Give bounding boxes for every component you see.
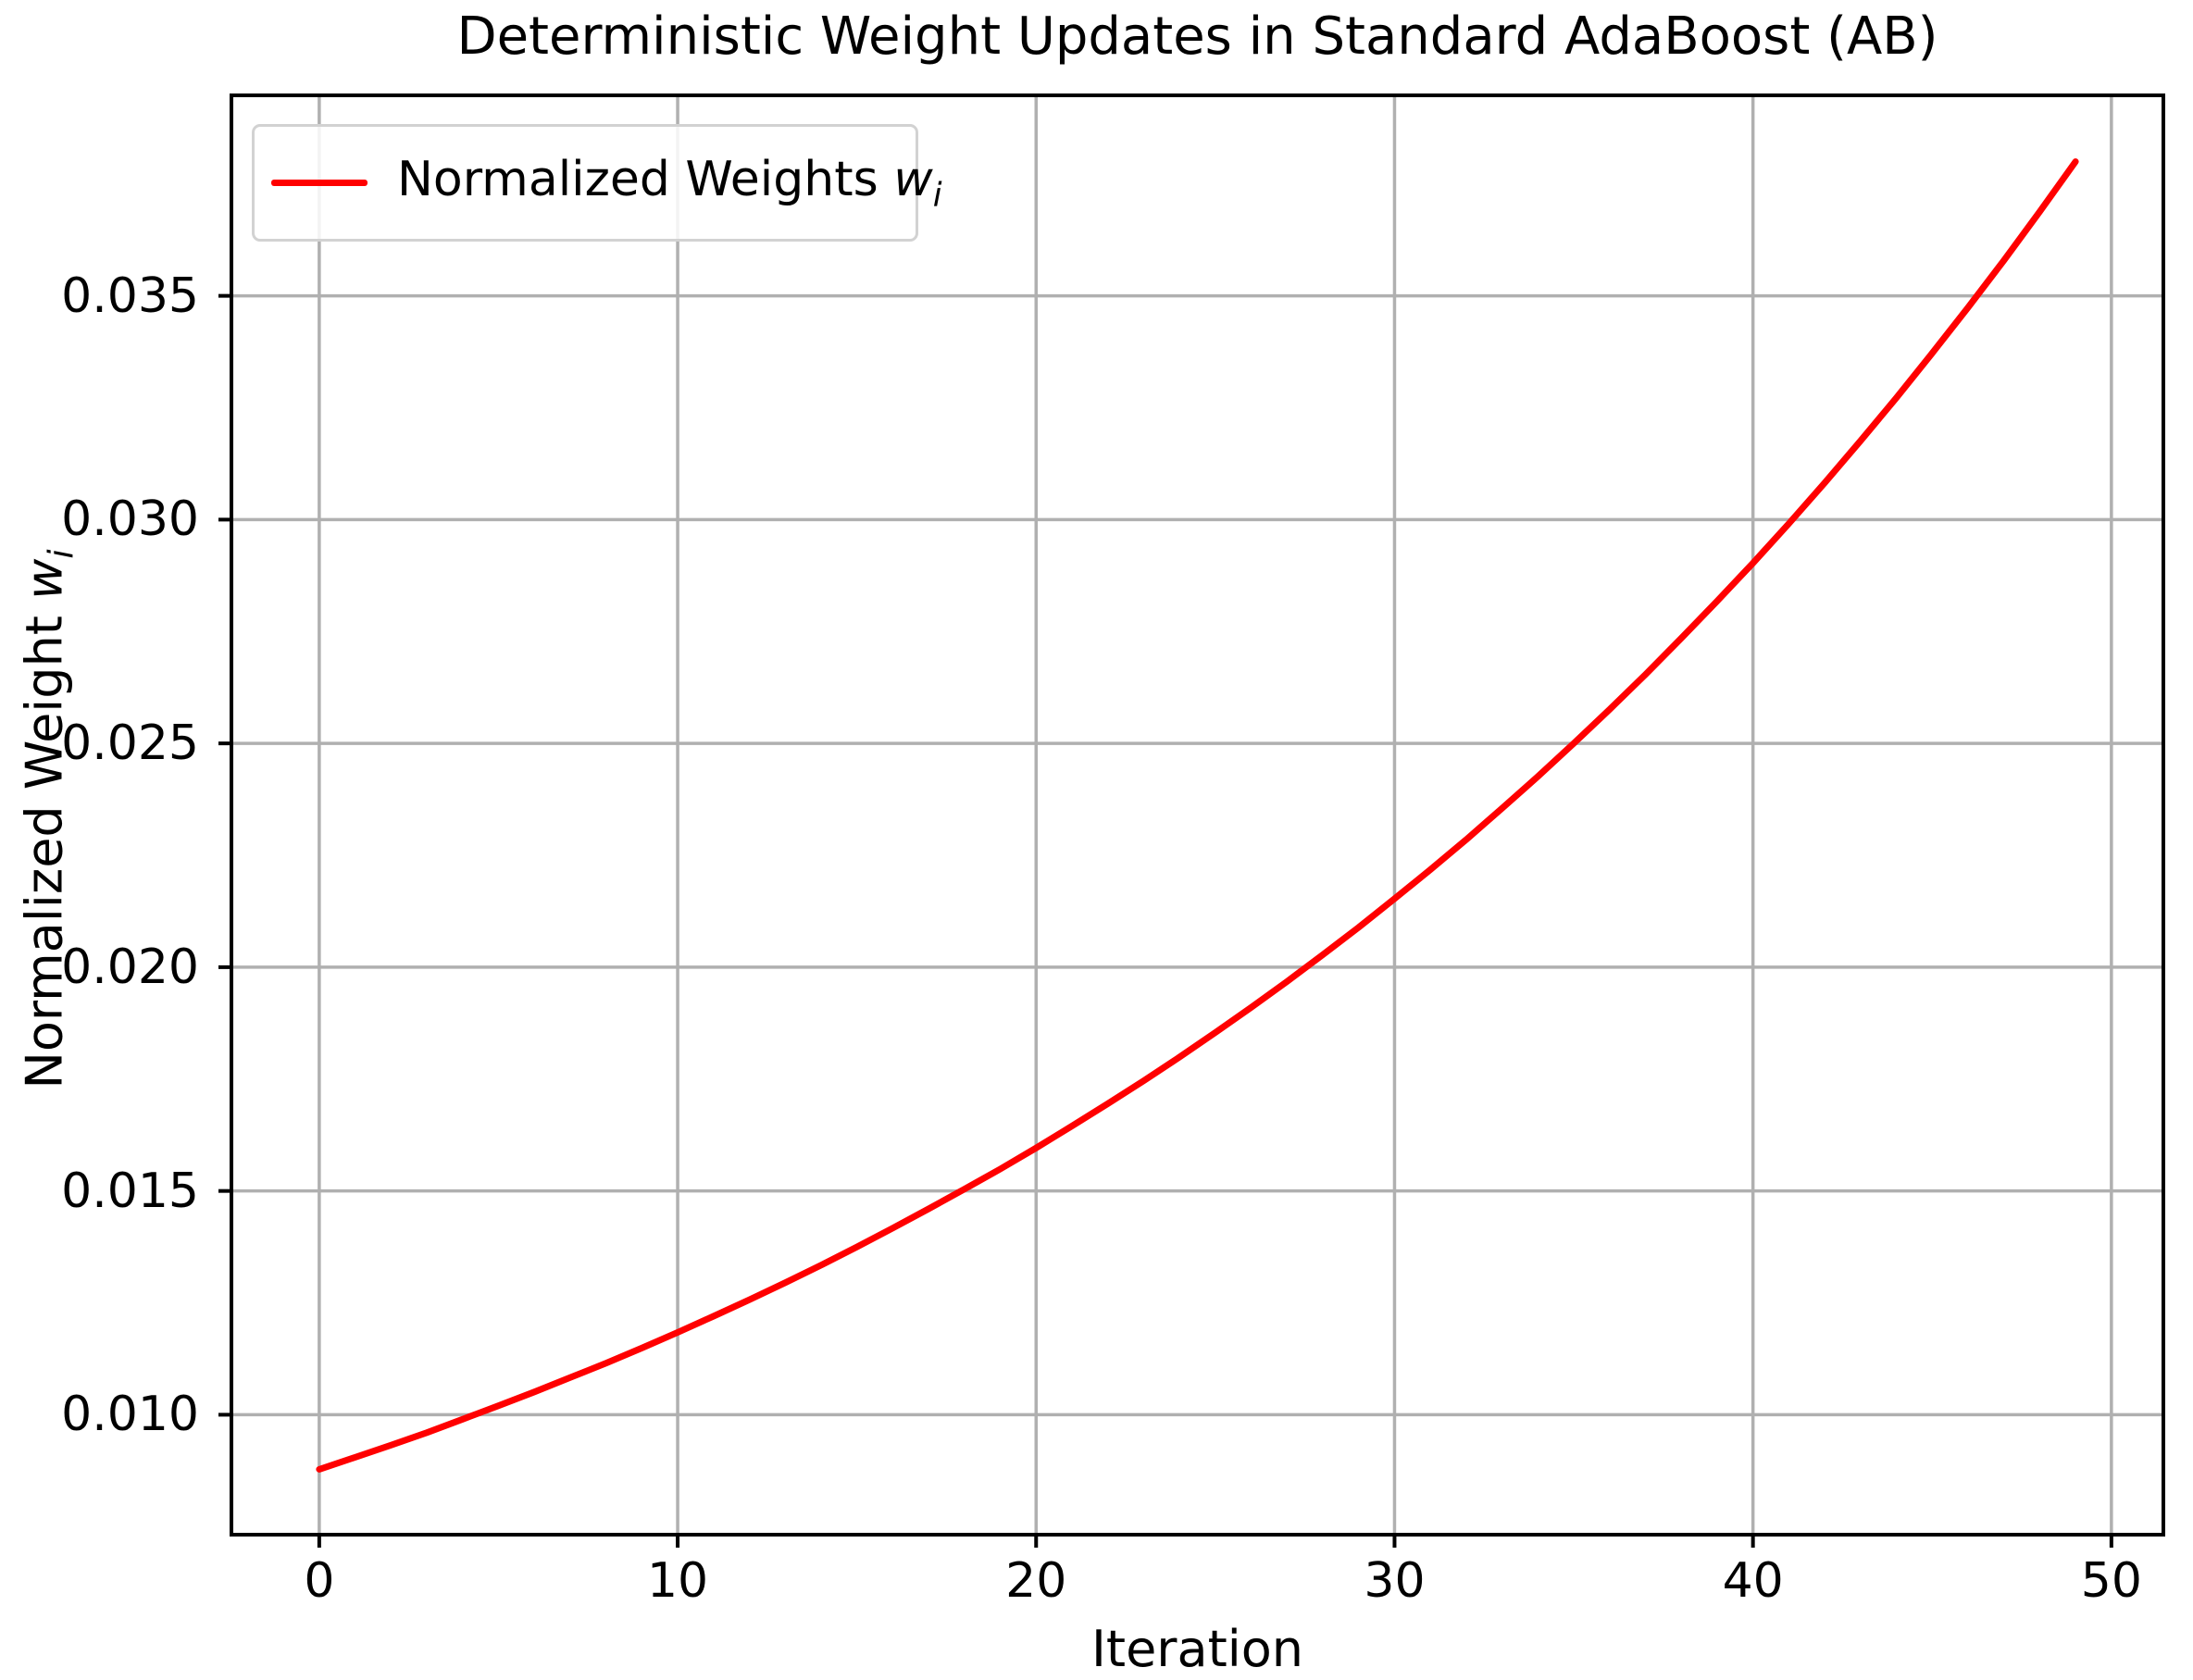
legend-label: Normalized Weights wi <box>397 152 942 214</box>
x-tick-label: 50 <box>2080 1553 2142 1609</box>
legend: Normalized Weights wi <box>252 124 942 242</box>
data-line <box>316 158 2079 1473</box>
x-tick-label: 0 <box>304 1553 335 1609</box>
y-axis-math-subscript: i <box>41 549 81 559</box>
legend-math-symbol: w <box>893 151 933 207</box>
y-tick-label: 0.025 <box>61 716 199 772</box>
legend-line-swatch <box>271 180 368 186</box>
x-axis-label: Iteration <box>1090 1620 1304 1678</box>
x-tick-label: 10 <box>646 1553 709 1609</box>
y-tick-label: 0.035 <box>61 268 199 324</box>
y-tick-label: 0.030 <box>61 492 199 548</box>
y-tick-label: 0.020 <box>61 939 199 995</box>
y-tick-label: 0.015 <box>61 1163 199 1219</box>
legend-label-text: Normalized Weights <box>397 151 878 207</box>
y-axis-label-text: Normalized Weight <box>15 616 74 1089</box>
y-tick-label: 0.010 <box>61 1387 199 1443</box>
axes-spines <box>230 93 2165 1537</box>
x-tick-label: 30 <box>1364 1553 1426 1609</box>
y-axis-math-symbol: w <box>15 558 74 600</box>
y-axis-label: Normalized Weight wi <box>16 549 81 1089</box>
x-tick-label: 20 <box>1005 1553 1067 1609</box>
x-tick-label: 40 <box>1722 1553 1784 1609</box>
legend-math-subscript: i <box>932 176 942 215</box>
chart-title: Deterministic Weight Updates in Standard… <box>456 6 1938 67</box>
